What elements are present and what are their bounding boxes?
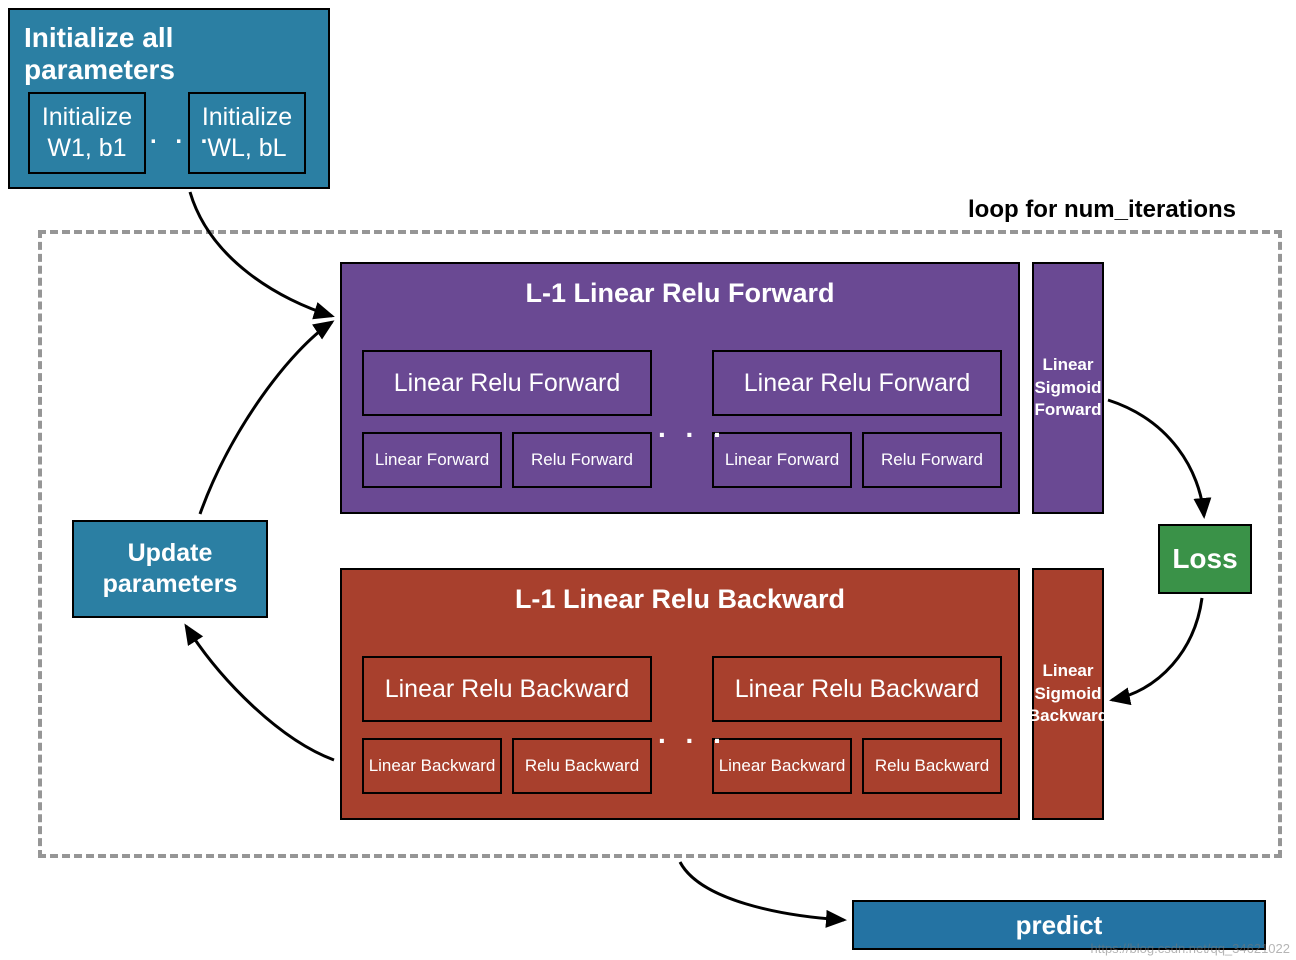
bwd-sig-l2: Sigmoid — [1028, 683, 1108, 706]
backward-title: L-1 Linear Relu Backward — [342, 570, 1018, 615]
backward-sub-1a: Linear Backward — [362, 738, 502, 794]
forward-container: L-1 Linear Relu Forward Linear Relu Forw… — [340, 262, 1020, 514]
backward-ellipsis: . . . — [658, 718, 727, 750]
backward-block-1: Linear Relu Backward — [362, 656, 652, 722]
bwd-sig-l3: Backward — [1028, 705, 1108, 728]
forward-sub-2a: Linear Forward — [712, 432, 852, 488]
initialize-title: Initialize all parameters — [10, 10, 328, 98]
backward-sigmoid-box: Linear Sigmoid Backward — [1032, 568, 1104, 820]
forward-sigmoid-box: Linear Sigmoid Forward — [1032, 262, 1104, 514]
backward-sub-2a: Linear Backward — [712, 738, 852, 794]
update-parameters-box: Update parameters — [72, 520, 268, 618]
loop-label: loop for num_iterations — [968, 196, 1236, 224]
forward-sub-1a: Linear Forward — [362, 432, 502, 488]
fwd-sig-l2: Sigmoid — [1034, 377, 1101, 400]
init-sub2-line1: Initialize — [202, 102, 292, 133]
initialize-sub-w1b1: Initialize W1, b1 — [28, 92, 146, 174]
update-line1: Update — [103, 538, 238, 569]
loss-box: Loss — [1158, 524, 1252, 594]
forward-block-2: Linear Relu Forward — [712, 350, 1002, 416]
forward-sub-1b: Relu Forward — [512, 432, 652, 488]
init-sub1-line2: W1, b1 — [42, 133, 132, 164]
init-ellipsis: . . . — [150, 122, 213, 150]
fwd-sig-l3: Forward — [1034, 399, 1101, 422]
fwd-sig-l1: Linear — [1034, 354, 1101, 377]
init-sub2-line2: WL, bL — [202, 133, 292, 164]
forward-title: L-1 Linear Relu Forward — [342, 264, 1018, 309]
backward-block-2: Linear Relu Backward — [712, 656, 1002, 722]
backward-container: L-1 Linear Relu Backward Linear Relu Bac… — [340, 568, 1020, 820]
backward-sub-1b: Relu Backward — [512, 738, 652, 794]
update-line2: parameters — [103, 569, 238, 600]
backward-sub-2b: Relu Backward — [862, 738, 1002, 794]
init-sub1-line1: Initialize — [42, 102, 132, 133]
forward-ellipsis: . . . — [658, 412, 727, 444]
watermark: https://blog.csdn.net/qq_34621022 — [1091, 941, 1291, 956]
initialize-box: Initialize all parameters Initialize W1,… — [8, 8, 330, 189]
forward-sub-2b: Relu Forward — [862, 432, 1002, 488]
bwd-sig-l1: Linear — [1028, 660, 1108, 683]
forward-block-1: Linear Relu Forward — [362, 350, 652, 416]
